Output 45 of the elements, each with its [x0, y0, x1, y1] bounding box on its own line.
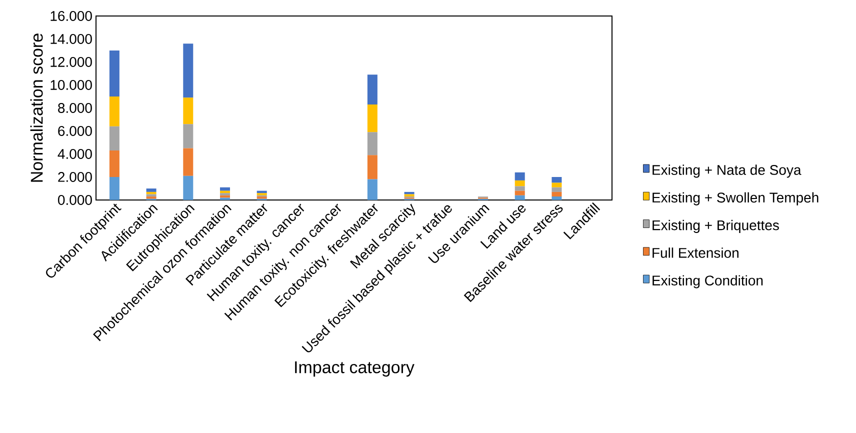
y-tick-label: 4.000	[58, 149, 92, 159]
bar	[183, 98, 194, 124]
bar	[367, 132, 378, 156]
bar	[109, 126, 120, 151]
y-tick-label: 16.000	[50, 11, 92, 21]
y-tick-label: 10.000	[50, 80, 92, 90]
bar	[514, 172, 525, 180]
legend-label: Existing + Nata de Soya	[652, 164, 802, 178]
bar	[367, 104, 378, 132]
bar	[514, 190, 525, 196]
bar	[183, 176, 194, 200]
bar	[367, 179, 378, 200]
y-tick-label: 8.000	[58, 103, 92, 113]
bar	[367, 155, 378, 180]
bar	[146, 188, 156, 192]
legend-label: Existing + Swollen Tempeh	[652, 192, 818, 206]
bar	[514, 195, 525, 200]
legend-label: Existing + Briquettes	[652, 220, 779, 233]
x-axis-title: Impact category	[295, 361, 414, 377]
bar	[183, 44, 194, 98]
y-tick-label: 0.000	[58, 195, 92, 205]
bar	[552, 182, 562, 188]
bar	[552, 196, 562, 200]
legend-label: Existing Condition	[652, 275, 763, 288]
bar	[109, 50, 120, 96]
legend-label: Full Extension	[652, 248, 738, 258]
bar	[109, 150, 120, 177]
y-axis-title: Normalization score	[30, 34, 43, 182]
bar	[220, 187, 230, 191]
bar	[109, 176, 120, 200]
y-tick-label: 6.000	[58, 126, 92, 136]
bar	[552, 187, 562, 192]
bar	[183, 124, 194, 148]
bar	[514, 186, 525, 191]
bar	[367, 74, 378, 105]
bar	[183, 148, 194, 176]
bar	[146, 194, 156, 197]
y-tick-label: 12.000	[50, 57, 92, 67]
bar	[552, 176, 562, 183]
bar	[552, 192, 562, 197]
y-tick-label: 2.000	[58, 172, 92, 182]
bar	[109, 96, 120, 126]
bar	[514, 180, 525, 186]
bar	[404, 194, 414, 197]
y-tick-label: 14.000	[50, 34, 92, 44]
